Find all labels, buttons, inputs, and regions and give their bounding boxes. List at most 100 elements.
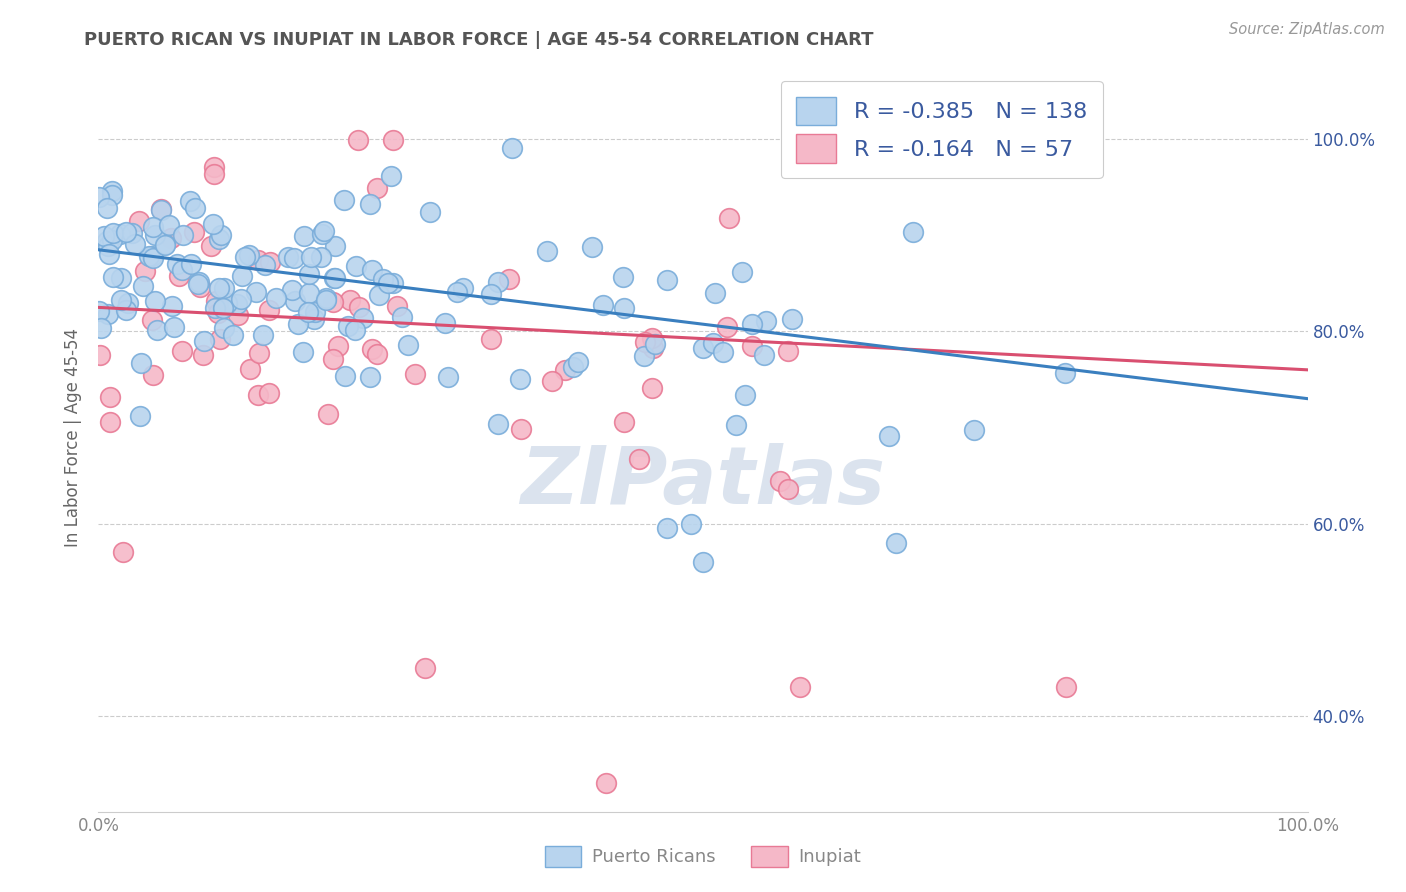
Point bbox=[377, 277, 399, 291]
Point bbox=[567, 355, 589, 369]
Point bbox=[284, 294, 307, 309]
Point bbox=[179, 194, 201, 209]
Point bbox=[205, 294, 228, 309]
Point bbox=[541, 375, 564, 389]
Point bbox=[114, 302, 136, 317]
Point bbox=[595, 776, 617, 790]
Point bbox=[734, 388, 756, 402]
Point bbox=[322, 295, 344, 310]
Point bbox=[778, 482, 800, 496]
Point bbox=[170, 263, 193, 277]
Point bbox=[741, 339, 763, 353]
Point bbox=[141, 249, 163, 263]
Point bbox=[208, 281, 231, 295]
Point bbox=[146, 323, 169, 337]
Point bbox=[318, 408, 340, 422]
Point bbox=[1054, 366, 1077, 380]
Point bbox=[121, 226, 143, 240]
Point bbox=[211, 301, 233, 316]
Point bbox=[209, 332, 232, 346]
Point bbox=[501, 141, 523, 155]
Point bbox=[692, 555, 714, 569]
Point bbox=[97, 239, 120, 253]
Point bbox=[633, 349, 655, 363]
Point bbox=[634, 334, 657, 349]
Point bbox=[101, 185, 124, 199]
Point bbox=[413, 660, 436, 674]
Point bbox=[326, 339, 349, 353]
Point bbox=[769, 474, 792, 488]
Point bbox=[97, 307, 120, 321]
Point bbox=[963, 423, 986, 437]
Point bbox=[202, 217, 225, 231]
Point bbox=[437, 370, 460, 384]
Point bbox=[128, 409, 150, 423]
Point bbox=[252, 328, 274, 343]
Point bbox=[141, 313, 163, 327]
Point bbox=[391, 310, 413, 324]
Point bbox=[366, 347, 388, 361]
Point bbox=[207, 306, 229, 320]
Point bbox=[259, 254, 281, 268]
Point bbox=[98, 247, 121, 261]
Point bbox=[789, 680, 811, 694]
Point bbox=[304, 312, 326, 326]
Point bbox=[657, 273, 679, 287]
Point bbox=[315, 291, 337, 305]
Point bbox=[644, 337, 666, 351]
Point bbox=[509, 422, 531, 436]
Point bbox=[299, 250, 322, 264]
Point bbox=[703, 286, 725, 301]
Point bbox=[692, 341, 714, 355]
Point bbox=[233, 250, 256, 264]
Point bbox=[776, 343, 799, 358]
Point bbox=[184, 202, 207, 216]
Point bbox=[323, 239, 346, 253]
Point bbox=[536, 244, 558, 258]
Legend: Puerto Ricans, Inupiat: Puerto Ricans, Inupiat bbox=[537, 838, 869, 874]
Point bbox=[613, 415, 636, 429]
Legend: R = -0.385   N = 138, R = -0.164   N = 57: R = -0.385 N = 138, R = -0.164 N = 57 bbox=[780, 81, 1102, 178]
Point bbox=[311, 227, 333, 242]
Point bbox=[150, 203, 173, 218]
Point bbox=[641, 381, 664, 395]
Point bbox=[361, 342, 384, 356]
Point bbox=[419, 205, 441, 219]
Point bbox=[486, 417, 509, 431]
Point bbox=[138, 250, 160, 264]
Text: PUERTO RICAN VS INUPIAT IN LABOR FORCE | AGE 45-54 CORRELATION CHART: PUERTO RICAN VS INUPIAT IN LABOR FORCE |… bbox=[84, 31, 875, 49]
Point bbox=[277, 250, 299, 264]
Point bbox=[96, 202, 118, 216]
Point bbox=[202, 161, 225, 175]
Point bbox=[257, 386, 280, 401]
Point bbox=[361, 262, 384, 277]
Point bbox=[613, 301, 636, 316]
Point bbox=[628, 452, 651, 467]
Point bbox=[229, 293, 252, 307]
Point bbox=[312, 224, 335, 238]
Point bbox=[281, 283, 304, 297]
Point bbox=[90, 321, 112, 335]
Point bbox=[257, 303, 280, 318]
Point bbox=[187, 275, 209, 289]
Point bbox=[132, 279, 155, 293]
Point bbox=[381, 133, 404, 147]
Point bbox=[702, 335, 724, 350]
Point bbox=[453, 281, 475, 295]
Point bbox=[101, 188, 124, 202]
Point bbox=[716, 320, 738, 334]
Point bbox=[215, 296, 238, 310]
Point bbox=[368, 288, 391, 302]
Point bbox=[222, 328, 245, 343]
Y-axis label: In Labor Force | Age 45-54: In Labor Force | Age 45-54 bbox=[65, 327, 83, 547]
Point bbox=[479, 332, 502, 346]
Point bbox=[592, 298, 614, 312]
Point bbox=[396, 337, 419, 351]
Point bbox=[347, 133, 370, 147]
Point bbox=[142, 368, 165, 382]
Point bbox=[246, 388, 269, 402]
Point bbox=[142, 219, 165, 234]
Point bbox=[166, 257, 188, 271]
Point bbox=[655, 521, 678, 535]
Point bbox=[247, 252, 270, 267]
